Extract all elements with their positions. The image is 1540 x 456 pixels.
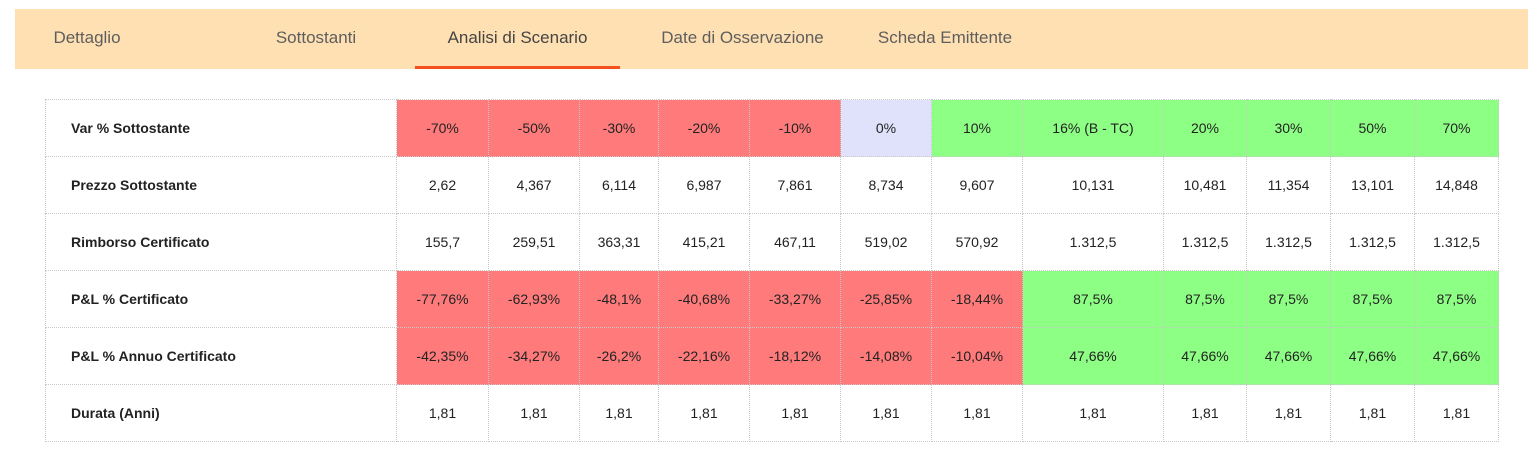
table-cell: 13,101 [1330,156,1415,214]
table-cell: 16% (B - TC) [1022,99,1164,157]
row-label: Var % Sottostante [45,99,397,157]
table-cell: 1,81 [1163,384,1247,442]
table-cell: 10% [931,99,1023,157]
table-cell: 87,5% [1330,270,1415,328]
table-cell: 10,131 [1022,156,1164,214]
table-cell: -34,27% [488,327,580,385]
table-cell: 1.312,5 [1163,213,1247,271]
tab-bar: Dettaglio Sottostanti Analisi di Scenari… [15,9,1528,69]
table-cell: -14,08% [840,327,932,385]
table-cell: 1,81 [658,384,750,442]
table-cell: -42,35% [396,327,489,385]
row-label: P&L % Annuo Certificato [45,327,397,385]
table-cell: 30% [1246,99,1331,157]
table-cell: 2,62 [396,156,489,214]
tab-analisi-di-scenario[interactable]: Analisi di Scenario [447,28,588,47]
table-cell: 70% [1414,99,1499,157]
tab-scheda-emittente[interactable]: Scheda Emittente [877,28,1013,47]
table-row: P&L % Annuo Certificato -42,35% -34,27% -26… [45,327,1499,385]
table-cell: 50% [1330,99,1415,157]
table-cell: -48,1% [579,270,659,328]
table-cell: 1,81 [931,384,1023,442]
table-cell: 1,81 [749,384,841,442]
table-cell: 10,481 [1163,156,1247,214]
table-cell: -18,12% [749,327,841,385]
tab-sottostanti[interactable]: Sottostanti [275,28,357,47]
table-cell: -18,44% [931,270,1023,328]
table-cell: -62,93% [488,270,580,328]
table-cell: 11,354 [1246,156,1331,214]
table-cell: 87,5% [1414,270,1499,328]
table-cell: 87,5% [1246,270,1331,328]
table-cell: -22,16% [658,327,750,385]
row-label: P&L % Certificato [45,270,397,328]
table-cell: 1,81 [396,384,489,442]
tab-dettaglio[interactable]: Dettaglio [53,28,121,47]
table-cell: -25,85% [840,270,932,328]
table-cell: 1,81 [1330,384,1415,442]
table-cell: 4,367 [488,156,580,214]
table-cell: 363,31 [579,213,659,271]
row-label: Prezzo Sottostante [45,156,397,214]
table-row: P&L % Certificato -77,76% -62,93% -48,1% -40… [45,270,1499,328]
table-cell: 8,734 [840,156,932,214]
table-cell: 519,02 [840,213,932,271]
table-row: Var % Sottostante -70% -50% -30% -20% -10% 0% 1… [45,99,1499,157]
active-tab-indicator [415,66,620,69]
table-cell: 1.312,5 [1414,213,1499,271]
table-cell: 47,66% [1330,327,1415,385]
table-cell: 1.312,5 [1022,213,1164,271]
table-cell: 1,81 [488,384,580,442]
table-cell: -20% [658,99,750,157]
table-cell: 0% [840,99,932,157]
table-cell: 7,861 [749,156,841,214]
table-cell: 1,81 [579,384,659,442]
table-cell: 1.312,5 [1330,213,1415,271]
table-cell: -77,76% [396,270,489,328]
table-cell: -10,04% [931,327,1023,385]
table-cell: 87,5% [1163,270,1247,328]
table-cell: 6,987 [658,156,750,214]
table-cell: 1,81 [1246,384,1331,442]
table-cell: 6,114 [579,156,659,214]
table-cell: 47,66% [1246,327,1331,385]
scenario-table: Var % Sottostante -70% -50% -30% -20% -10% 0% 1… [45,99,1499,442]
table-row: Rimborso Certificato 155,7 259,51 363,31 415… [45,213,1499,271]
table-cell: 14,848 [1414,156,1499,214]
table-cell: -70% [396,99,489,157]
table-cell: -40,68% [658,270,750,328]
table-cell: 259,51 [488,213,580,271]
table-cell: 415,21 [658,213,750,271]
table-cell: 1,81 [840,384,932,442]
table-cell: 570,92 [931,213,1023,271]
table-cell: 47,66% [1414,327,1499,385]
table-row: Durata (Anni) 1,81 1,81 1,81 1,81 1,81 1,81 1,8… [45,384,1499,442]
table-cell: 47,66% [1022,327,1164,385]
row-label: Rimborso Certificato [45,213,397,271]
table-cell: -10% [749,99,841,157]
table-cell: 87,5% [1022,270,1164,328]
tab-date-di-osservazione[interactable]: Date di Osservazione [661,28,824,47]
table-cell: 20% [1163,99,1247,157]
table-cell: 1,81 [1022,384,1164,442]
table-cell: 1.312,5 [1246,213,1331,271]
table-cell: 1,81 [1414,384,1499,442]
table-cell: 9,607 [931,156,1023,214]
table-cell: 47,66% [1163,327,1247,385]
table-cell: -50% [488,99,580,157]
table-cell: 155,7 [396,213,489,271]
row-label: Durata (Anni) [45,384,397,442]
table-cell: -26,2% [579,327,659,385]
table-cell: 467,11 [749,213,841,271]
table-cell: -33,27% [749,270,841,328]
table-cell: -30% [579,99,659,157]
table-row: Prezzo Sottostante 2,62 4,367 6,114 6,987 7,8… [45,156,1499,214]
